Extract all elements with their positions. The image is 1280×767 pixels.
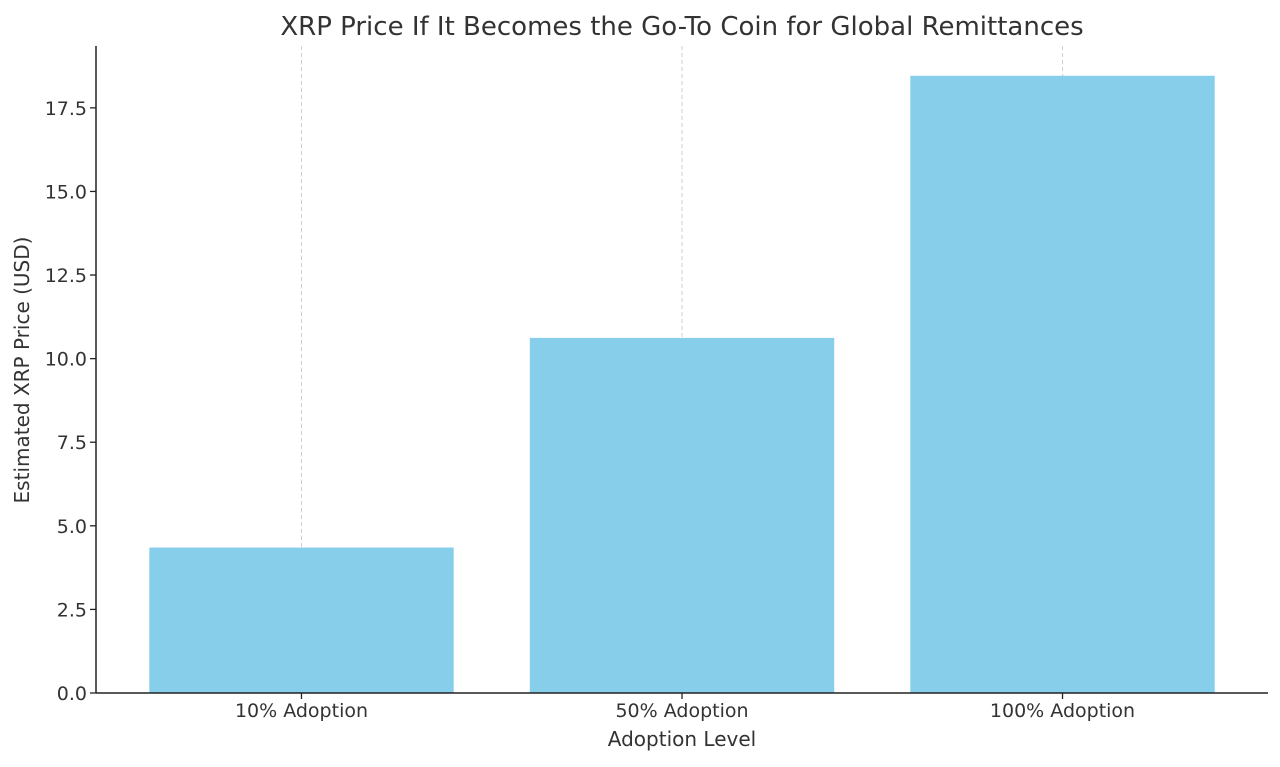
- y-tick-label: 7.5: [57, 432, 87, 454]
- y-tick-label: 10.0: [45, 349, 87, 371]
- y-axis-label: Estimated XRP Price (USD): [10, 237, 34, 504]
- y-tick-label: 5.0: [57, 516, 87, 538]
- x-tick-label: 10% Adoption: [235, 700, 368, 722]
- y-tick-label: 17.5: [45, 98, 87, 120]
- bar-3: [910, 75, 1215, 693]
- x-tick-label: 100% Adoption: [990, 700, 1135, 722]
- y-tick-label: 15.0: [45, 181, 87, 203]
- y-tick-label: 12.5: [45, 265, 87, 287]
- y-tick-label: 0.0: [57, 683, 87, 705]
- x-tick-label: 50% Adoption: [615, 700, 748, 722]
- bar-2: [529, 337, 835, 693]
- y-tick-label: 2.5: [57, 599, 87, 621]
- chart-title: XRP Price If It Becomes the Go-To Coin f…: [280, 12, 1083, 42]
- x-axis-label: Adoption Level: [608, 727, 756, 751]
- bar-1: [149, 547, 454, 693]
